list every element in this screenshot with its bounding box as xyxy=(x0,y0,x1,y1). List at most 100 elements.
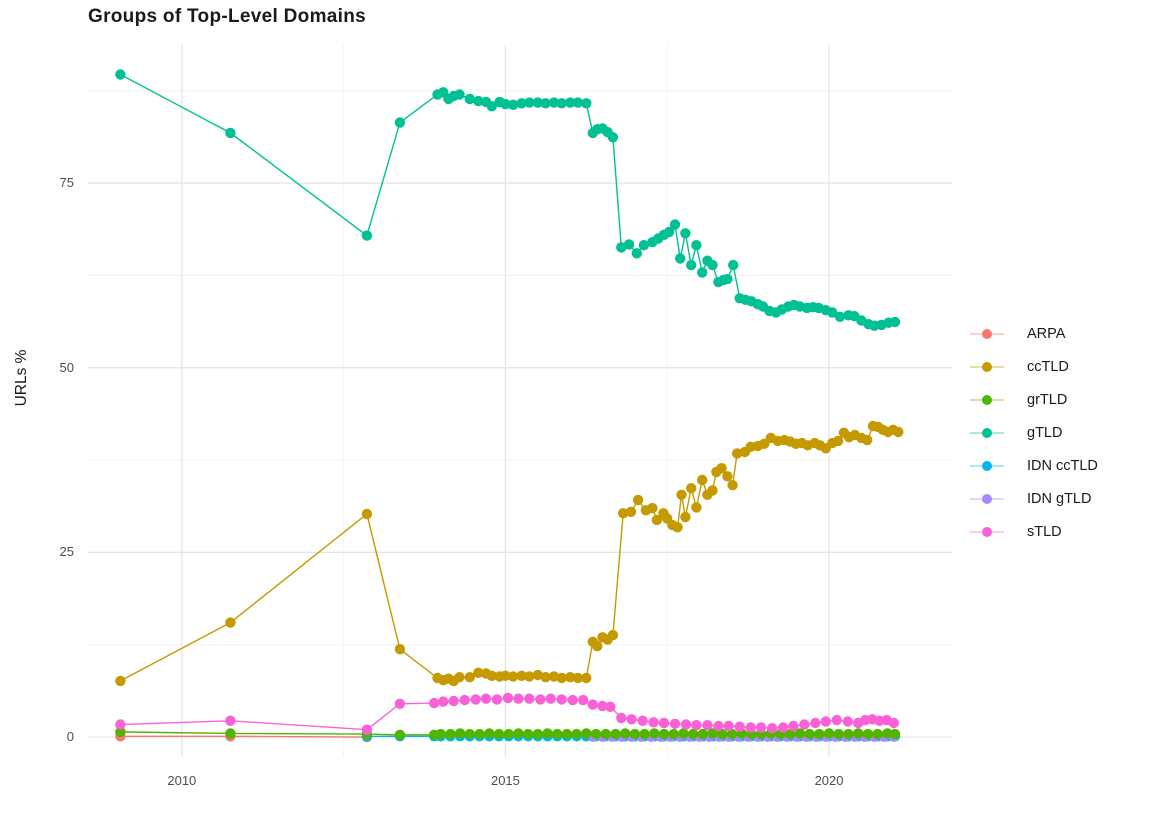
data-point xyxy=(814,728,825,740)
data-point xyxy=(115,69,126,80)
data-point xyxy=(429,697,440,709)
data-point xyxy=(464,93,475,105)
data-point xyxy=(697,267,708,278)
y-tick-label: 75 xyxy=(59,175,74,191)
data-point xyxy=(625,506,637,517)
data-point xyxy=(486,101,497,112)
legend-label: sTLD xyxy=(1027,523,1062,540)
data-point xyxy=(486,670,497,681)
data-point xyxy=(777,722,789,733)
y-tick-label: 25 xyxy=(59,544,74,560)
data-point xyxy=(862,728,874,740)
data-point xyxy=(522,728,534,740)
data-point xyxy=(565,97,576,108)
data-point xyxy=(629,728,641,740)
data-point xyxy=(680,719,692,730)
data-point xyxy=(707,728,718,739)
data-point xyxy=(745,722,756,733)
data-point xyxy=(500,670,511,681)
data-point xyxy=(115,719,126,730)
data-point xyxy=(607,132,619,143)
data-point xyxy=(572,97,584,108)
data-point xyxy=(605,701,616,712)
legend-key-dot xyxy=(982,427,992,438)
data-point xyxy=(567,694,578,706)
data-point xyxy=(561,728,573,740)
data-point xyxy=(804,728,815,740)
data-point xyxy=(532,669,543,681)
data-point xyxy=(862,434,873,446)
data-point xyxy=(672,522,683,533)
data-point xyxy=(707,485,718,496)
data-point xyxy=(524,97,535,108)
data-point xyxy=(889,316,901,328)
data-point xyxy=(649,728,660,739)
data-point xyxy=(788,720,799,732)
y-tick-label: 50 xyxy=(59,359,74,375)
data-point xyxy=(833,728,844,740)
data-point xyxy=(587,699,598,710)
data-point xyxy=(600,728,611,740)
data-point xyxy=(524,693,535,704)
data-point xyxy=(524,671,535,682)
data-point xyxy=(394,698,406,709)
x-tick-label: 2020 xyxy=(814,773,844,788)
data-point xyxy=(678,728,689,739)
data-point xyxy=(755,722,767,733)
data-point xyxy=(545,693,556,704)
series-line xyxy=(120,425,899,682)
data-point xyxy=(723,720,734,732)
legend-label: ccTLD xyxy=(1027,358,1069,375)
data-point xyxy=(454,89,465,100)
data-point xyxy=(394,117,406,128)
data-point xyxy=(225,715,236,726)
legend-key-dot xyxy=(982,361,992,372)
data-point xyxy=(556,672,567,684)
data-point xyxy=(639,728,650,740)
data-point xyxy=(572,672,584,684)
data-point xyxy=(115,675,126,687)
data-point xyxy=(513,693,524,704)
data-point xyxy=(626,714,637,725)
legend-label: IDN ccTLD xyxy=(1027,457,1098,474)
data-point xyxy=(548,97,560,108)
data-point xyxy=(552,728,563,740)
data-point xyxy=(556,694,567,705)
data-point xyxy=(503,728,514,740)
chart-title: Groups of Top-Level Domains xyxy=(88,6,366,27)
data-point xyxy=(502,692,514,704)
data-point xyxy=(716,463,727,474)
data-point xyxy=(473,667,484,678)
legend-key-icon xyxy=(970,526,1004,537)
data-point xyxy=(893,426,904,438)
legend-key-icon xyxy=(970,427,1004,438)
data-point xyxy=(658,717,670,729)
data-point xyxy=(734,721,745,732)
data-point xyxy=(225,127,236,139)
data-point xyxy=(464,672,475,683)
data-point xyxy=(766,723,778,734)
legend-item-gtld: gTLD xyxy=(968,416,1098,449)
data-point xyxy=(454,728,466,739)
data-point xyxy=(722,471,733,482)
data-point xyxy=(225,617,236,628)
data-point xyxy=(668,728,679,740)
data-point xyxy=(542,728,553,739)
data-point xyxy=(799,719,810,730)
data-point xyxy=(632,494,644,506)
data-point xyxy=(577,694,589,706)
data-point xyxy=(581,728,592,739)
data-point xyxy=(722,273,733,285)
data-point xyxy=(581,672,592,684)
data-point xyxy=(843,728,854,740)
data-point xyxy=(702,720,713,731)
data-point xyxy=(435,728,446,740)
data-point xyxy=(115,726,126,738)
data-point xyxy=(631,248,642,259)
data-point xyxy=(607,629,619,641)
data-point xyxy=(664,226,675,238)
data-point xyxy=(571,728,582,740)
data-point xyxy=(565,672,576,683)
legend-key-dot xyxy=(982,493,992,504)
